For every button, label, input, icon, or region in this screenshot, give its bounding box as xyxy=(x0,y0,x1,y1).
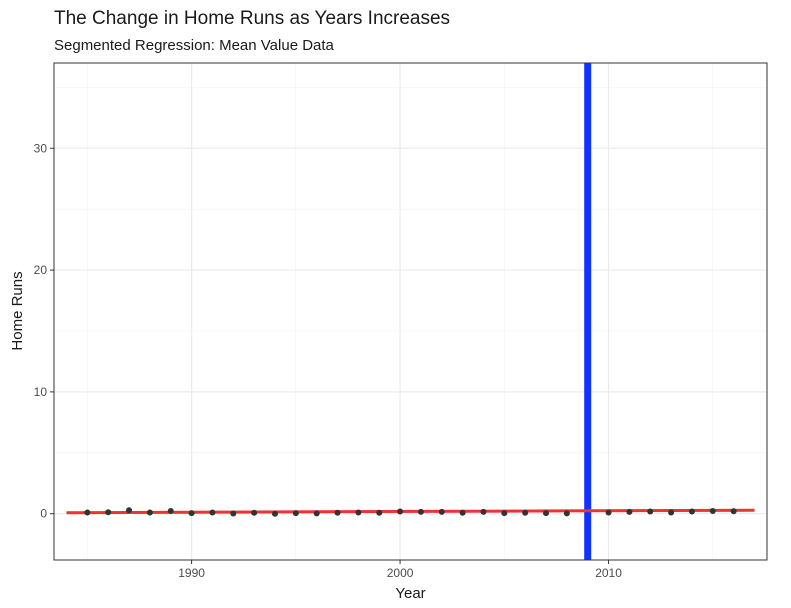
chart-title: The Change in Home Runs as Years Increas… xyxy=(54,8,451,29)
data-point xyxy=(188,510,195,517)
y-axis: 0 10 20 30 xyxy=(34,141,54,521)
data-point xyxy=(313,510,320,517)
data-point xyxy=(230,510,237,517)
x-tick-label: 2000 xyxy=(387,566,414,580)
regression-segment xyxy=(66,509,588,515)
data-point xyxy=(397,508,404,515)
minor-gridlines xyxy=(54,63,767,560)
x-tick-label: 2010 xyxy=(595,566,622,580)
data-point xyxy=(355,509,362,516)
data-point xyxy=(668,509,675,516)
data-point xyxy=(84,509,91,516)
data-point xyxy=(522,509,529,516)
chart-subtitle: Segmented Regression: Mean Value Data xyxy=(54,37,334,54)
data-point xyxy=(167,508,174,515)
data-point xyxy=(376,509,383,516)
data-point xyxy=(292,510,299,517)
data-point xyxy=(730,508,737,515)
data-point xyxy=(417,508,424,515)
data-point xyxy=(209,509,216,516)
data-point xyxy=(251,509,258,516)
data-point xyxy=(501,510,508,517)
panel-background xyxy=(54,63,767,560)
x-axis: 1990 2000 2010 xyxy=(178,560,622,580)
x-tick-label: 1990 xyxy=(178,566,205,580)
data-point xyxy=(146,509,153,516)
x-axis-title: Year xyxy=(395,585,425,602)
y-tick-label: 20 xyxy=(34,263,48,277)
data-point xyxy=(688,508,695,515)
data-point xyxy=(105,509,112,516)
y-tick-label: 10 xyxy=(34,385,48,399)
data-point xyxy=(543,510,550,517)
data-point xyxy=(438,508,445,515)
data-point xyxy=(480,508,487,515)
y-tick-label: 0 xyxy=(40,507,47,521)
data-point xyxy=(626,508,633,515)
data-point xyxy=(126,507,133,514)
data-point xyxy=(563,510,570,517)
data-point xyxy=(334,509,341,516)
data-point xyxy=(605,509,612,516)
y-tick-label: 30 xyxy=(34,141,48,155)
data-point xyxy=(647,508,654,515)
data-point xyxy=(709,508,716,515)
points-layer xyxy=(84,507,737,517)
data-point xyxy=(459,509,466,516)
data-point xyxy=(271,510,278,517)
major-gridlines xyxy=(54,63,767,560)
panel-border xyxy=(53,62,768,561)
y-axis-title: Home Runs xyxy=(9,271,26,350)
